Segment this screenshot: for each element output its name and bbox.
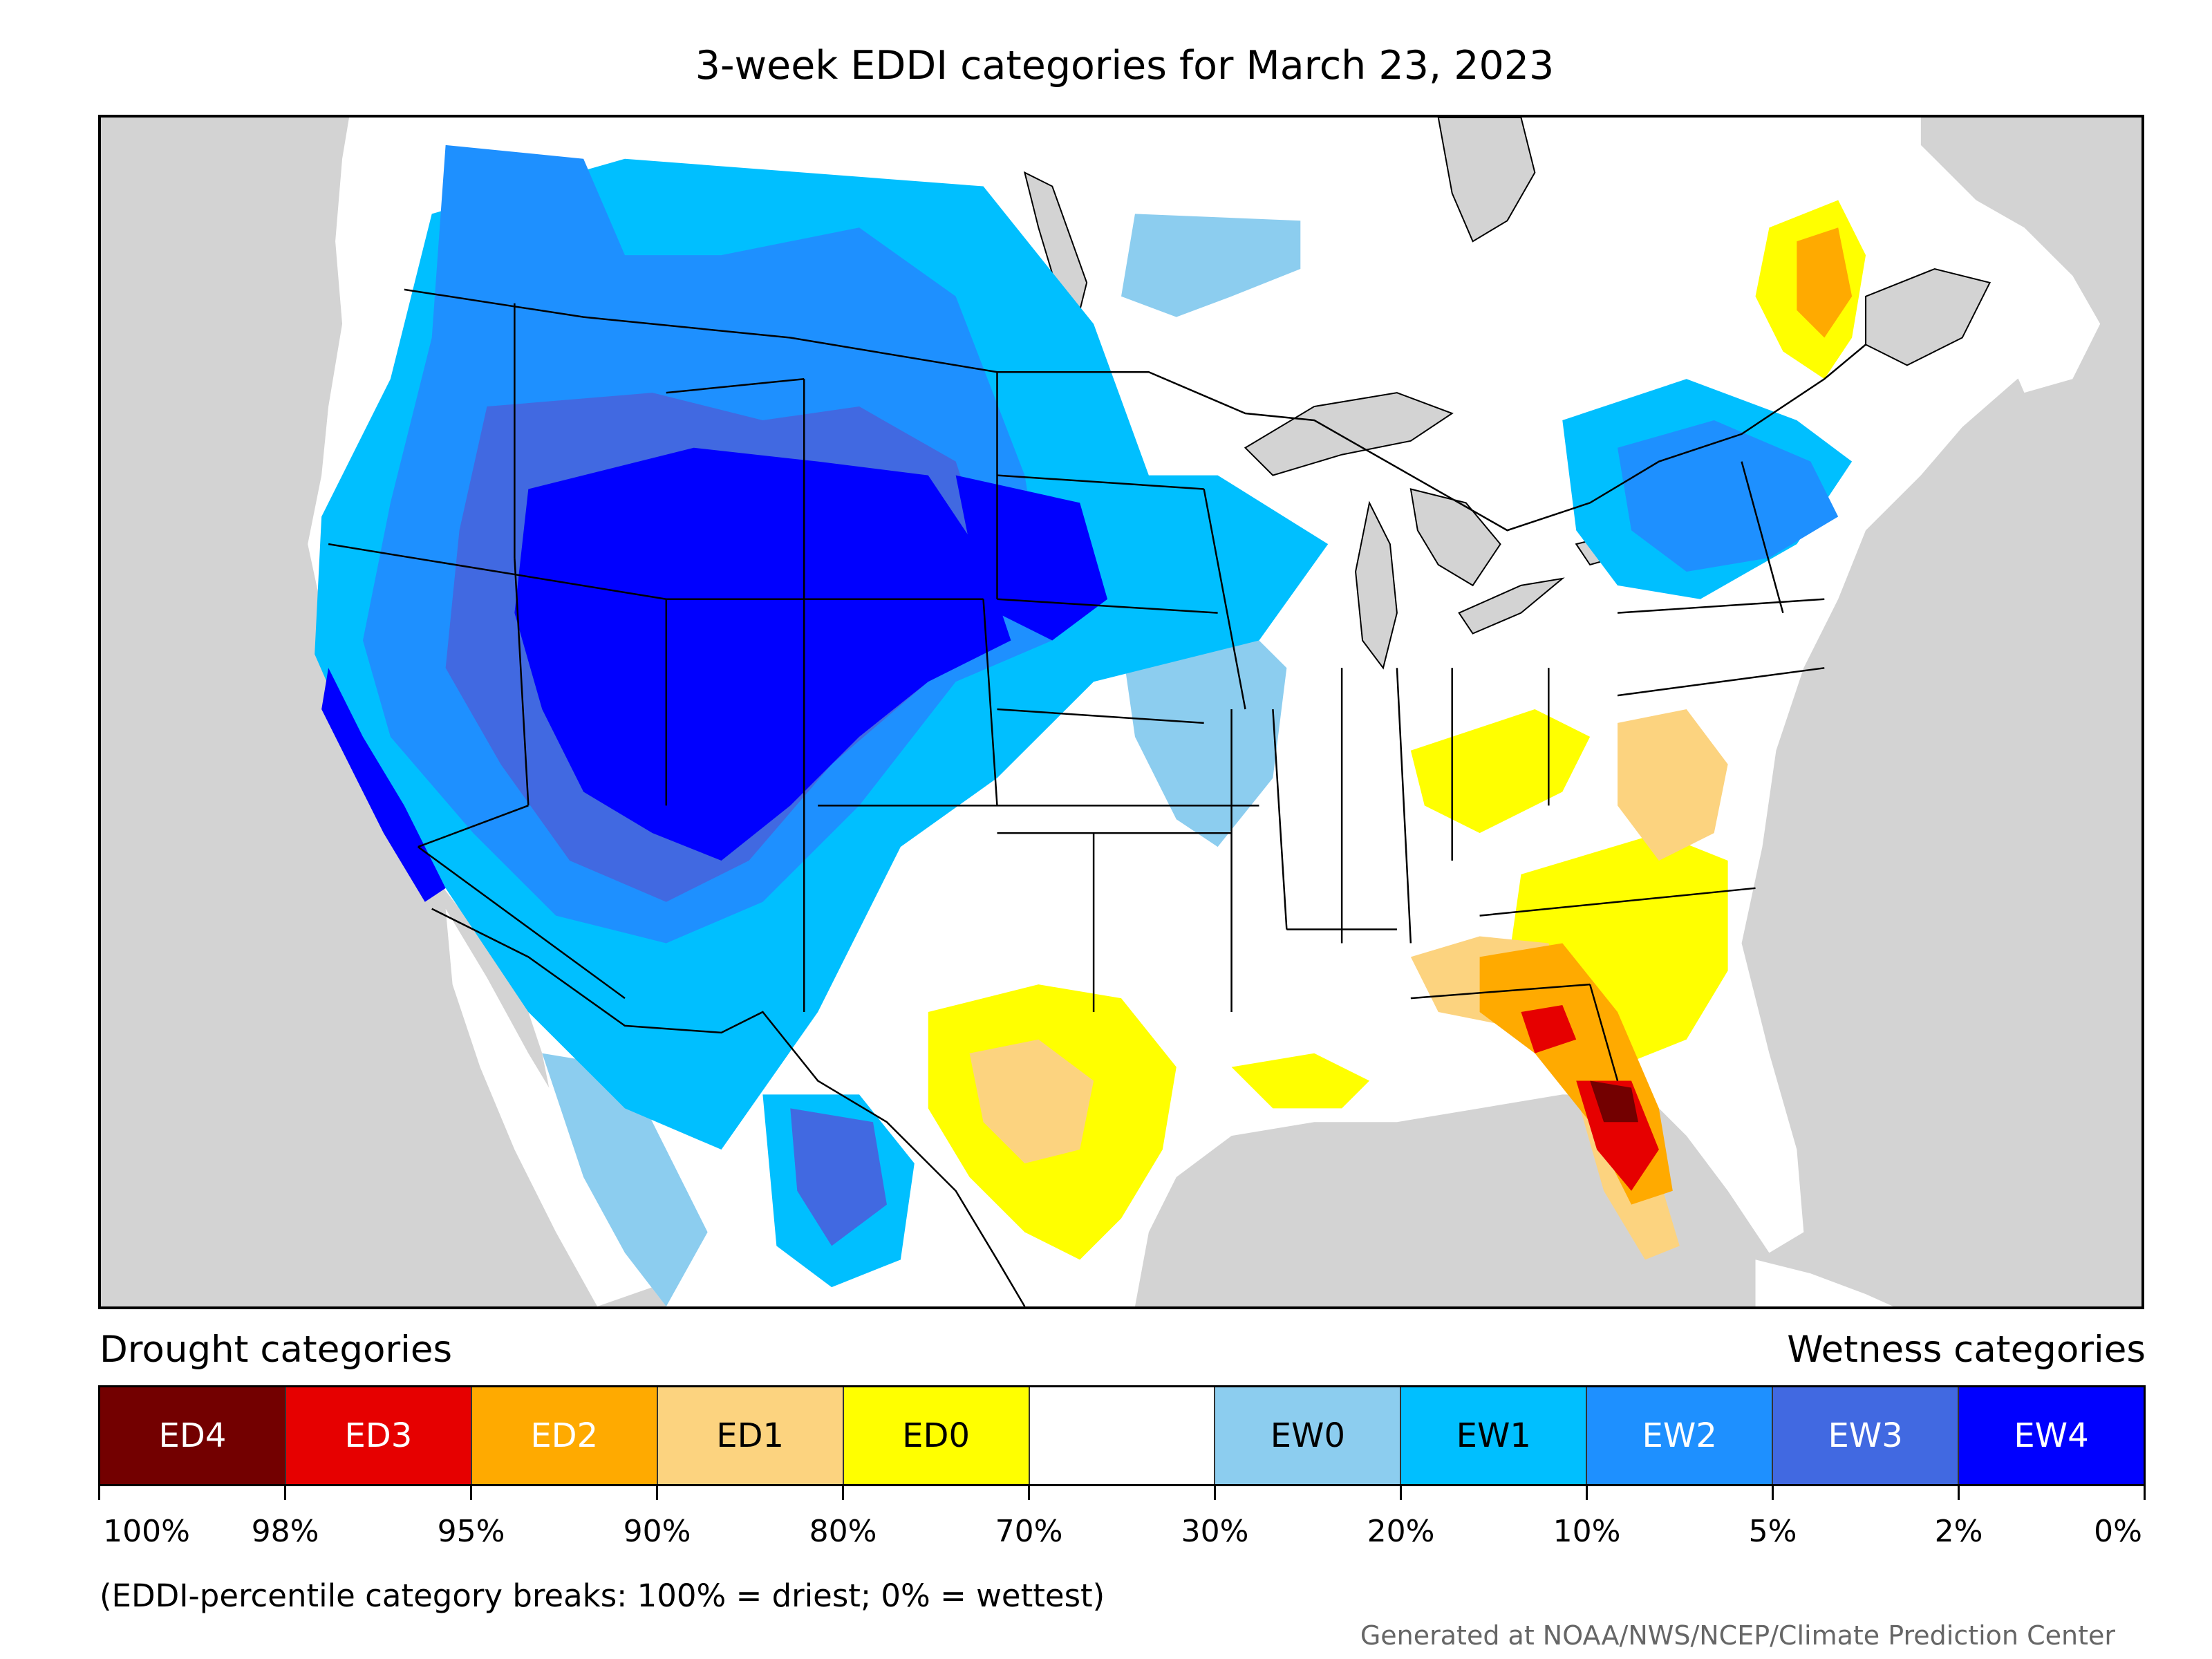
map-canvas [308,118,2101,1306]
ew0-region-southwest [542,1053,708,1306]
wetness-regions [315,144,1853,1306]
colorbar-tick [656,1486,658,1500]
colorbar-swatch: ED3 [285,1387,472,1484]
colorbar-swatch [1029,1387,1216,1484]
colorbar-tick [284,1486,286,1500]
colorbar-tick-label: 90% [623,1514,691,1549]
lake-erie [1458,577,1565,635]
ed2-region-quebec [1797,227,1853,338]
colorbar-tick [1400,1486,1402,1500]
colorbar-swatch: ED0 [843,1387,1030,1484]
lake-superior [1244,392,1454,476]
ew0-region-north [1121,214,1301,317]
eddi-map [98,115,2144,1309]
ew4-region-great-basin [514,447,1011,861]
colorbar-tick-label: 80% [809,1514,877,1549]
colorbar-tick-label: 0% [2094,1514,2142,1549]
ew4-region-dakotas [955,475,1108,641]
ed0-region-gulf-coast [1231,1053,1370,1109]
colorbar-tick-label: 30% [1181,1514,1249,1549]
source-credit: Generated at NOAA/NWS/NCEP/Climate Predi… [1360,1620,2115,1651]
colorbar-swatch: ED2 [471,1387,658,1484]
ew2-region-northeast [1618,420,1839,572]
lake-huron [1409,488,1501,587]
newfoundland [2003,275,2101,393]
state-lines-east [1340,461,1825,1081]
ew3-region-texas [790,1108,887,1246]
ew0-region-plains [1121,626,1287,847]
colorbar-tick-label: 70% [995,1514,1063,1549]
bahamas-cuba [1755,1259,1893,1306]
colorbar-tick [842,1486,844,1500]
colorbar-tick [1028,1486,1030,1500]
colorbar-swatch: ED4 [100,1387,286,1484]
map-title: 3-week EDDI categories for March 23, 202… [695,43,1555,88]
colorbar-tick-label: 100% [103,1514,190,1549]
ed1-region-texas [969,1039,1094,1163]
us-mexico-border [431,908,1026,1306]
colorbar-tick-label: 98% [251,1514,319,1549]
colorbar-swatch: EW1 [1401,1387,1588,1484]
colorbar-swatch: EW4 [1959,1387,2144,1484]
colorbar-tick [1586,1486,1588,1500]
colorbar-swatch: ED1 [657,1387,844,1484]
state-lines-west [328,303,1259,1012]
colorbar-tick [98,1486,100,1500]
drought-regions [928,200,1866,1260]
colorbar-swatch: EW2 [1587,1387,1774,1484]
colorbar-tick [1772,1486,1774,1500]
colorbar-swatch: EW0 [1215,1387,1402,1484]
us-canada-border [404,288,1866,532]
ed3-region-georgia [1521,1005,1577,1053]
boundary-lines [328,288,1866,1306]
colorbar-tick [1958,1486,1960,1500]
category-breaks-footnote: (EDDI-percentile category breaks: 100% =… [100,1577,1105,1614]
wetness-categories-heading: Wetness categories [1787,1329,2146,1371]
ew4-region-california-coast [321,668,446,902]
colorbar-tick [1214,1486,1216,1500]
colorbar-tick-label: 10% [1553,1514,1621,1549]
lake-michigan [1355,500,1398,670]
ed3-region-florida [1576,1080,1659,1191]
colorbar-tick-label: 95% [437,1514,505,1549]
james-bay [1437,118,1536,243]
drought-categories-heading: Drought categories [100,1329,453,1371]
colorbar-tick [470,1486,472,1500]
ed1-region-virginia [1618,709,1728,861]
colorbar-tick-labels: 100% 98% 95% 90% 80% 70% 30% 20% 10% 5% 2% 0% [98,1514,2146,1555]
colorbar-tick-label: 2% [1934,1514,1983,1549]
colorbar-ticks [98,1486,2146,1503]
ed0-region-ohio-valley [1410,709,1591,834]
colorbar-tick [2144,1486,2146,1500]
category-colorbar: ED4 ED3 ED2 ED1 ED0 EW0 EW1 EW2 EW3 EW4 [98,1385,2146,1486]
colorbar-tick-label: 5% [1748,1514,1797,1549]
colorbar-swatch: EW3 [1773,1387,1960,1484]
ed4-region-florida [1590,1080,1638,1123]
colorbar-tick-label: 20% [1367,1514,1435,1549]
